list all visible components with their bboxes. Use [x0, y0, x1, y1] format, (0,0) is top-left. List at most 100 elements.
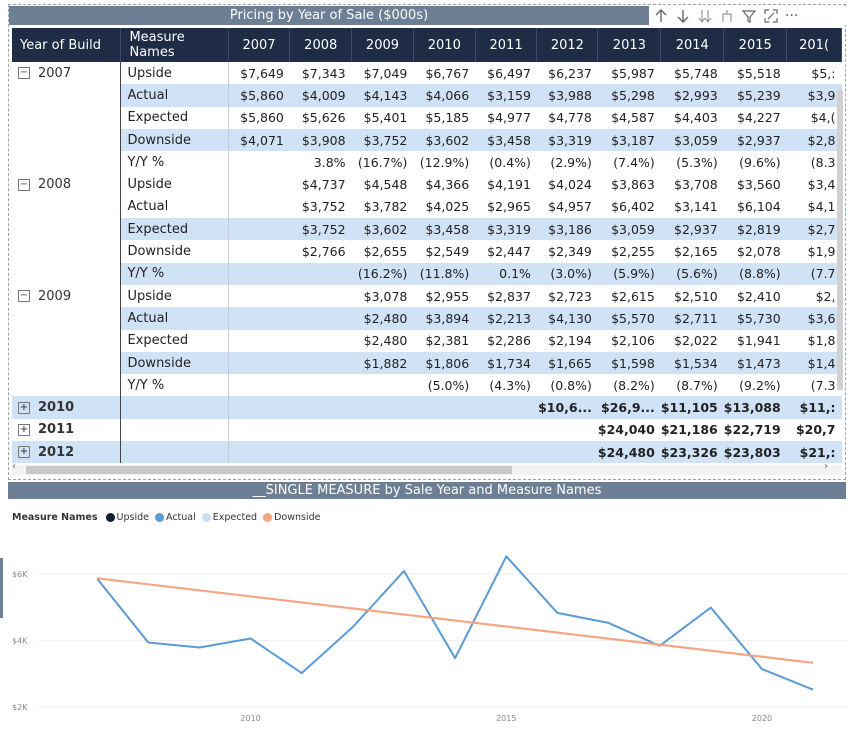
legend-dot-icon	[201, 513, 211, 522]
value-cell: $2,655	[363, 244, 408, 260]
header-year-of-build[interactable]: Year of Build	[12, 28, 122, 62]
value-cell: $6,237	[548, 65, 592, 81]
value-cell: (8.8%)	[723, 262, 787, 285]
line-chart: $6K $4K $2K 2010 2015 2020	[12, 555, 848, 723]
year-of-build-cell	[12, 351, 121, 375]
collapse-row-icon[interactable]: −	[18, 67, 30, 80]
value-cell: $4,366	[425, 177, 470, 193]
year-of-build-cell	[12, 128, 121, 152]
arrow-down-icon[interactable]	[675, 8, 691, 24]
scroll-left-icon[interactable]: ‹	[12, 461, 16, 472]
matrix-visual-frame	[8, 4, 846, 480]
more-options-icon[interactable]: ···	[785, 7, 799, 24]
value-cell: (8.7%)	[676, 377, 718, 393]
collapsed-table-row: +2011 $24,040 $21,186 $22,719 $20,7	[12, 418, 842, 442]
value-cell	[289, 441, 352, 464]
value-cell: $3,4	[807, 177, 836, 193]
header-year-2012[interactable]: 2012	[536, 28, 599, 62]
vertical-scroll-thumb[interactable]	[837, 90, 843, 390]
header-year-2010[interactable]: 2010	[413, 28, 476, 62]
year-label: 2007	[38, 65, 72, 81]
expand-row-icon[interactable]: +	[18, 401, 30, 414]
expand-hierarchy-icon[interactable]	[719, 8, 735, 24]
value-cell	[413, 418, 476, 442]
year-of-build-cell	[12, 84, 121, 107]
header-year-2013[interactable]: 2013	[597, 28, 662, 62]
selection-indicator	[0, 558, 3, 618]
table-row: Downside $1,882 $1,806 $1,734 $1,665 $1,598 $1…	[12, 351, 842, 375]
collapsed-table-row: +2012 $24,480 $23,326 $23,803 $21,:	[12, 441, 842, 464]
header-year-201([interactable]: 201(	[786, 28, 842, 62]
value-cell: (0.8%)	[550, 377, 592, 393]
series-line-downside	[97, 577, 814, 664]
value-cell: $3,319	[536, 128, 598, 152]
measure-name-cell: Actual	[120, 84, 229, 107]
value-cell: $3,752	[301, 199, 346, 215]
value-cell: $3,458	[413, 218, 476, 241]
value-cell: $3,560	[736, 177, 781, 193]
measure-name-cell	[120, 441, 229, 464]
value-cell: $2,165	[674, 244, 718, 260]
value-cell	[228, 196, 290, 218]
measure-name-cell: Upside	[120, 62, 229, 85]
value-cell: $2,615	[611, 288, 655, 304]
measure-name-cell	[120, 396, 229, 419]
filter-icon[interactable]	[741, 8, 757, 24]
scroll-right-icon[interactable]: ›	[824, 461, 828, 472]
value-cell	[352, 374, 414, 396]
visual-header-toolbar: ···	[649, 6, 846, 25]
focus-mode-icon[interactable]	[763, 8, 779, 24]
y-tick-label: $2K	[12, 703, 28, 712]
expand-row-icon[interactable]: +	[18, 446, 30, 459]
value-cell	[475, 441, 537, 464]
value-cell	[228, 441, 290, 464]
value-cell: $4,957	[548, 199, 592, 215]
value-cell: $3,782	[363, 199, 408, 215]
header-year-2015[interactable]: 2015	[723, 28, 788, 62]
legend-label: Upside	[116, 512, 149, 523]
value-cell	[289, 307, 352, 330]
double-arrow-down-icon[interactable]	[697, 8, 713, 24]
value-cell: $1,734	[475, 351, 537, 375]
year-of-build-cell: +2011	[12, 418, 121, 442]
value-cell: $2,510	[674, 288, 718, 304]
vertical-scrollbar[interactable]	[836, 60, 844, 468]
value-cell: $23,326	[660, 441, 724, 464]
header-year-2008[interactable]: 2008	[289, 28, 353, 62]
value-cell: $6,497	[487, 65, 531, 81]
header-measure-names[interactable]: Measure Names	[120, 28, 229, 62]
horizontal-scrollbar[interactable]: ‹ ›	[12, 461, 842, 475]
value-cell	[228, 307, 290, 330]
arrow-up-icon[interactable]	[653, 8, 669, 24]
legend-entry-upside[interactable]: Upside	[105, 512, 149, 523]
value-cell	[351, 441, 414, 464]
value-cell: $2,213	[475, 307, 537, 330]
collapse-row-icon[interactable]: −	[18, 290, 30, 303]
legend-entry-actual[interactable]: Actual	[154, 512, 196, 523]
x-tick-label: 2020	[752, 714, 772, 723]
year-of-build-cell: −2008	[12, 173, 121, 195]
legend-dot-icon	[105, 513, 115, 522]
value-cell: $20,7	[786, 418, 842, 442]
value-cell: $4,191	[487, 177, 531, 193]
header-year-2009[interactable]: 2009	[351, 28, 414, 62]
expand-row-icon[interactable]: +	[18, 423, 30, 436]
legend-entry-expected[interactable]: Expected	[201, 512, 257, 523]
legend-title: Measure Names	[12, 512, 98, 523]
header-year-2011[interactable]: 2011	[475, 28, 538, 62]
horizontal-scroll-thumb[interactable]	[26, 466, 512, 474]
table-row: Y/Y % (16.2%) (11.8%) 0.1% (3.0%) (5.9%) (5.6%…	[12, 262, 842, 285]
value-cell: $2,106	[611, 333, 655, 349]
year-label: 2008	[38, 177, 72, 193]
collapse-row-icon[interactable]: −	[18, 178, 30, 191]
value-cell: $5,730	[723, 307, 787, 330]
value-cell: $3,187	[597, 128, 661, 152]
value-cell: $1,806	[413, 351, 476, 375]
measure-name-cell: Expected	[120, 106, 229, 129]
chart-title: __SINGLE MEASURE by Sale Year and Measur…	[8, 482, 846, 499]
header-year-2014[interactable]: 2014	[660, 28, 725, 62]
value-cell: 3.8%	[313, 154, 346, 170]
legend-entry-downside[interactable]: Downside	[263, 512, 320, 523]
header-year-2007[interactable]: 2007	[228, 28, 291, 62]
value-cell	[228, 151, 290, 173]
